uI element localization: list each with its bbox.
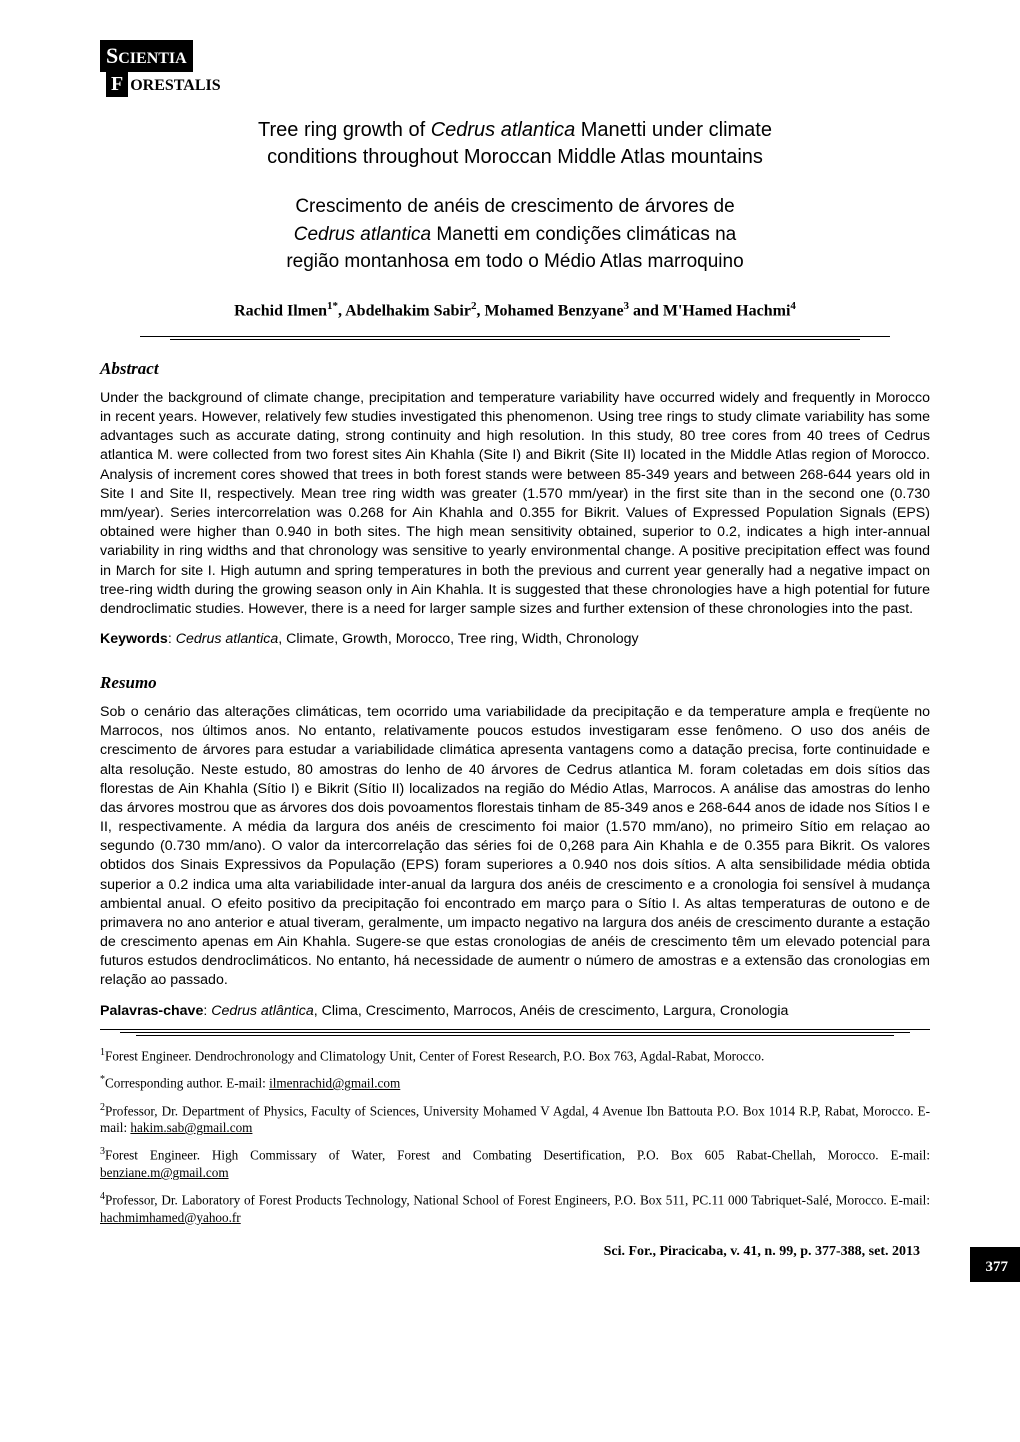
article-title-pt: Crescimento de anéis de crescimento de á…: [100, 193, 930, 276]
affil-corr-prefix: Corresponding author. E-mail:: [105, 1076, 269, 1091]
title-pt-line3: região montanhosa em todo o Médio Atlas …: [100, 248, 930, 276]
logo-top: SCIENTIA: [100, 40, 193, 72]
title-pt-line1: Crescimento de anéis de crescimento de á…: [100, 193, 930, 221]
title-en-line1-suffix: Manetti under climate: [575, 119, 772, 141]
keywords-italic: Cedrus atlantica: [176, 631, 279, 647]
affil-3-email[interactable]: benziane.m@gmail.com: [100, 1165, 229, 1180]
divider-top-inner: [170, 339, 860, 340]
title-en-line1-italic: Cedrus atlantica: [431, 119, 576, 141]
title-en-line2: conditions throughout Moroccan Middle At…: [100, 144, 930, 171]
logo-bottom-initial: F: [106, 72, 128, 97]
divider-bottom-1: [100, 1029, 930, 1030]
affiliation-2: 2Professor, Dr. Department of Physics, F…: [100, 1101, 930, 1137]
affiliation-3: 3Forest Engineer. High Commissary of Wat…: [100, 1145, 930, 1181]
affiliation-1: 1Forest Engineer. Dendrochronology and C…: [100, 1046, 930, 1065]
divider-bottom-3: [136, 1035, 894, 1036]
logo-bottom-rest: ORESTALIS: [130, 77, 220, 94]
title-pt-line2-italic: Cedrus atlantica: [294, 224, 431, 245]
abstract-keywords: Keywords: Cedrus atlantica, Climate, Gro…: [100, 631, 930, 647]
authors-line: Rachid Ilmen1*, Abdelhakim Sabir2, Moham…: [100, 300, 930, 320]
page-number: 377: [970, 1247, 1020, 1282]
affil-3-text: Forest Engineer. High Commissary of Wate…: [105, 1148, 930, 1163]
divider-bottom-2: [120, 1032, 910, 1033]
title-pt-line2-suffix: Manetti em condições climáticas na: [431, 224, 736, 245]
keywords-rest: , Climate, Growth, Morocco, Tree ring, W…: [278, 631, 638, 647]
affiliation-4: 4Professor, Dr. Laboratory of Forest Pro…: [100, 1190, 930, 1226]
keywords-label: Keywords: [100, 631, 168, 647]
divider-top: [140, 336, 890, 341]
palavras-rest: , Clima, Crescimento, Marrocos, Anéis de…: [314, 1003, 789, 1019]
resumo-keywords: Palavras-chave: Cedrus atlântica, Clima,…: [100, 1003, 930, 1019]
affil-4-text: Professor, Dr. Laboratory of Forest Prod…: [105, 1193, 930, 1208]
logo-top-initial: S: [106, 43, 118, 68]
affil-4-email[interactable]: hachmimhamed@yahoo.fr: [100, 1210, 241, 1225]
citation-line: Sci. For., Piracicaba, v. 41, n. 99, p. …: [100, 1244, 920, 1260]
page-container: SCIENTIA FORESTALIS Tree ring growth of …: [0, 0, 1020, 1290]
affil-corr-email[interactable]: ilmenrachid@gmail.com: [269, 1076, 400, 1091]
affil-2-email[interactable]: hakim.sab@gmail.com: [130, 1120, 252, 1135]
affiliation-corresponding: *Corresponding author. E-mail: ilmenrach…: [100, 1073, 930, 1092]
article-title-en: Tree ring growth of Cedrus atlantica Man…: [100, 117, 930, 171]
resumo-text: Sob o cenário das alterações climáticas,…: [100, 703, 930, 991]
logo-bottom: FORESTALIS: [100, 70, 930, 99]
palavras-label: Palavras-chave: [100, 1003, 203, 1019]
title-en-line1-prefix: Tree ring growth of: [258, 119, 431, 141]
affil-1-text: Forest Engineer. Dendrochronology and Cl…: [105, 1048, 764, 1063]
abstract-heading: Abstract: [100, 359, 930, 379]
palavras-italic: Cedrus atlântica: [211, 1003, 314, 1019]
journal-logo: SCIENTIA FORESTALIS: [100, 40, 930, 99]
logo-top-rest: CIENTIA: [118, 50, 186, 67]
abstract-text: Under the background of climate change, …: [100, 389, 930, 619]
resumo-heading: Resumo: [100, 673, 930, 693]
